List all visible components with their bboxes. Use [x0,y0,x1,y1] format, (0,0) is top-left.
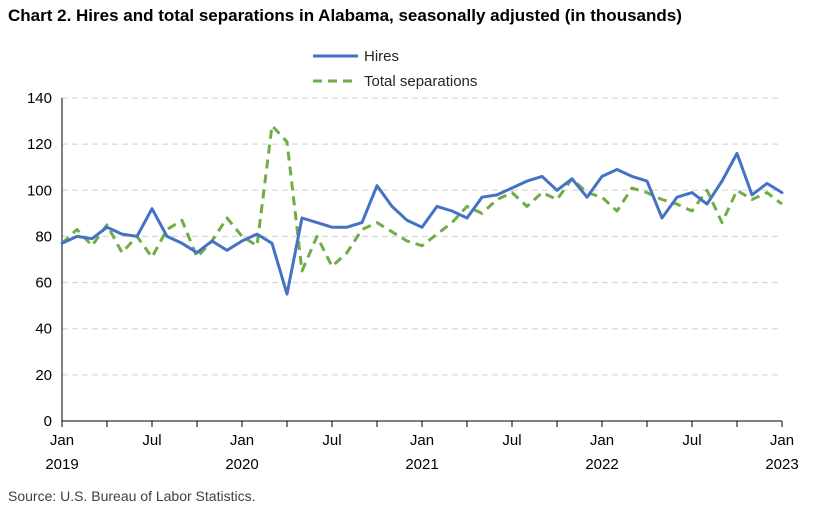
x-tick-label: Jul [322,432,341,449]
source-note: Source: U.S. Bureau of Labor Statistics. [8,488,256,504]
y-tick-label: 80 [35,228,52,245]
x-tick-year-label: 2021 [405,456,438,473]
x-tick-label: Jul [682,432,701,449]
series-line-hires [60,151,784,296]
y-tick-label: 40 [35,321,52,338]
y-tick-labels: 0 20 40 60 80 100 120 140 [27,90,52,430]
series-line-total-separations [60,124,783,273]
legend-label: Total separations [364,73,477,90]
y-tick-label: 140 [27,90,52,107]
axes [61,98,783,427]
x-tick-label: Jul [502,432,521,449]
y-tick-label: 60 [35,275,52,292]
y-tick-label: 0 [44,413,52,430]
y-tick-label: 120 [27,136,52,153]
x-tick-year-label: 2022 [585,456,618,473]
y-tick-label: 20 [35,367,52,384]
x-tick-year-label: 2023 [765,456,798,473]
x-tick-label: Jan [410,432,434,449]
x-tick-year-label: 2019 [45,456,78,473]
x-tick-label: Jan [50,432,74,449]
gridlines [62,97,782,376]
series-lines [60,124,784,296]
x-tick-label: Jan [590,432,614,449]
legend: Hires Total separations [313,48,477,90]
x-tick-labels: Jan 2019 Jul Jan 2020 Jul Jan 2021 Jul Jan 2022 Jul… [45,432,798,473]
x-tick-label: Jan [230,432,254,449]
chart-title: Chart 2. Hires and total separations in … [8,6,682,25]
x-tick-year-label: 2020 [225,456,258,473]
legend-label: Hires [364,48,399,65]
x-tick-label: Jul [142,432,161,449]
x-tick-label: Jan [770,432,794,449]
y-tick-label: 100 [27,182,52,199]
